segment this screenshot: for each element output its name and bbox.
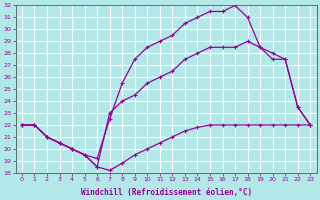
X-axis label: Windchill (Refroidissement éolien,°C): Windchill (Refroidissement éolien,°C) (81, 188, 252, 197)
